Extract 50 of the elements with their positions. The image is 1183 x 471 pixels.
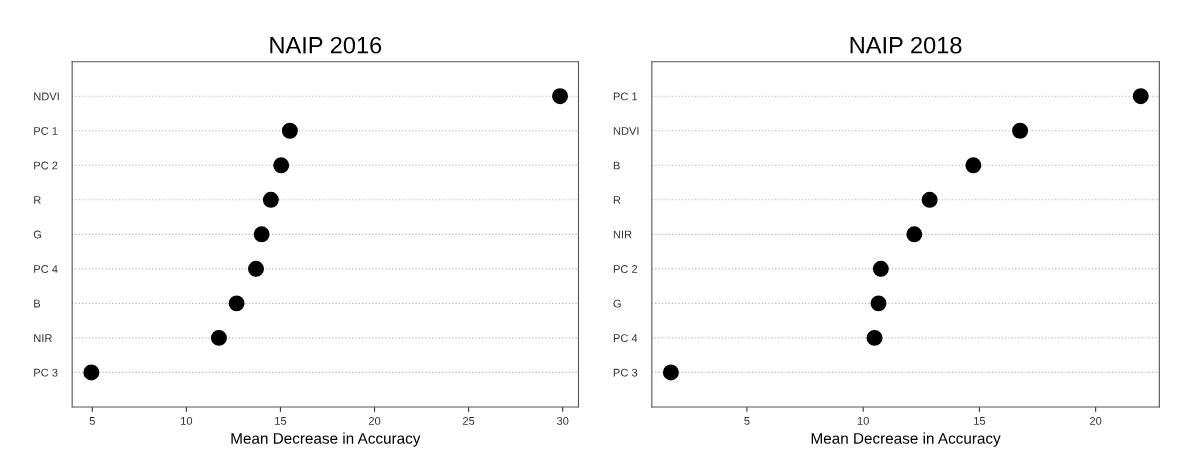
- point: [210, 329, 227, 346]
- point: [228, 295, 245, 312]
- y-tick-label: PC 2: [613, 265, 638, 273]
- point: [253, 226, 270, 243]
- y-tick-label: PC 3: [34, 368, 58, 377]
- x-tick-label: 10: [181, 416, 193, 425]
- x-tick-label: 30: [556, 416, 569, 425]
- y-tick-label: NDVI: [34, 92, 59, 101]
- x-axis-title: Mean Decrease in Accuracy: [231, 432, 421, 447]
- y-tick-label: PC 4: [613, 334, 638, 343]
- point: [906, 226, 923, 243]
- y-tick-label: NDVI: [613, 127, 639, 135]
- point: [866, 329, 883, 346]
- y-tick-label: PC 1: [34, 127, 58, 135]
- point: [1132, 88, 1149, 105]
- point: [872, 260, 889, 277]
- point: [273, 157, 290, 174]
- point: [262, 191, 279, 208]
- point: [552, 88, 569, 105]
- x-tick-label: 15: [974, 417, 986, 425]
- y-tick-label: G: [33, 230, 42, 239]
- y-tick-label: R: [613, 196, 621, 204]
- point: [965, 157, 982, 174]
- y-tick-label: PC 1: [613, 92, 638, 101]
- x-tick-label: 10: [857, 416, 869, 425]
- point: [662, 364, 679, 381]
- x-tick-label: 15: [275, 417, 287, 425]
- chart-title: NAIP 2016: [270, 36, 382, 54]
- chart-title: NAIP 2018: [850, 36, 962, 54]
- y-tick-label: G: [613, 299, 621, 308]
- point: [1012, 122, 1029, 139]
- x-axis-title: Mean Decrease in Accuracy: [811, 432, 1001, 447]
- point: [83, 364, 100, 381]
- x-tick-label: 20: [1090, 416, 1102, 425]
- y-tick-label: R: [34, 196, 41, 204]
- y-tick-label: PC 4: [34, 265, 58, 273]
- y-tick-label: NIR: [34, 334, 52, 342]
- y-tick-label: PC 2: [34, 161, 58, 170]
- point: [248, 260, 264, 277]
- point: [281, 122, 298, 139]
- y-tick-label: B: [34, 299, 41, 308]
- y-tick-label: PC 3: [613, 368, 638, 377]
- x-tick-label: 5: [89, 417, 95, 425]
- x-tick-label: 25: [462, 416, 475, 425]
- x-tick-label: 20: [368, 416, 381, 425]
- y-tick-label: B: [613, 161, 620, 170]
- y-tick-label: NIR: [613, 230, 632, 239]
- point: [921, 191, 938, 208]
- point: [870, 295, 887, 312]
- x-tick-label: 5: [744, 417, 750, 425]
